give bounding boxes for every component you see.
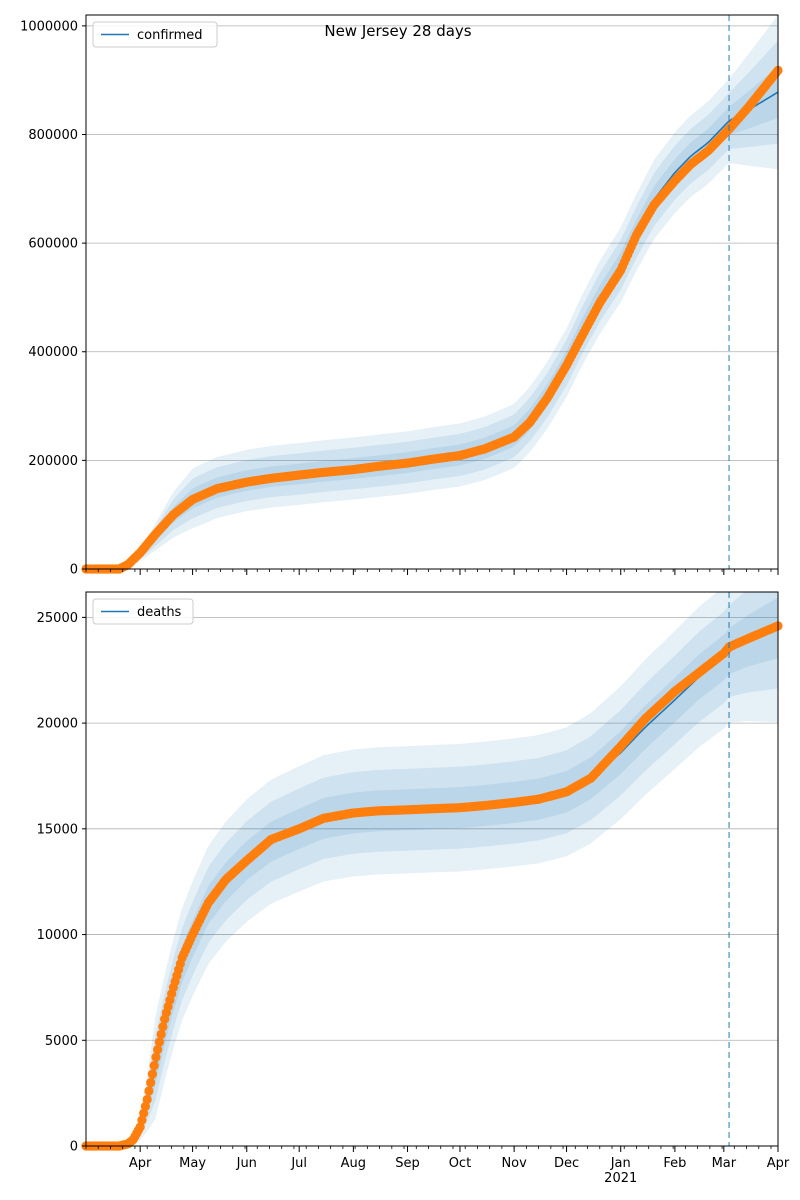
y-tick-label: 200000 bbox=[28, 454, 78, 469]
legend-box bbox=[92, 21, 218, 48]
y-tick-label: 25000 bbox=[37, 611, 78, 626]
observed-point bbox=[149, 1061, 159, 1071]
x-tick-label: Mar bbox=[712, 1156, 737, 1171]
observed-point bbox=[137, 1115, 147, 1125]
y-tick-label: 0 bbox=[70, 563, 78, 578]
x-tick-label: Nov bbox=[501, 1156, 527, 1171]
y-tick-label: 10000 bbox=[37, 928, 78, 943]
y-tick-label: 5000 bbox=[45, 1034, 78, 1049]
x-tick-label: Jun bbox=[236, 1156, 257, 1171]
x-tick-label: Apr bbox=[129, 1156, 152, 1171]
observed-points bbox=[81, 621, 783, 1151]
x-tick-label: Feb bbox=[663, 1156, 686, 1171]
legend-box bbox=[92, 598, 194, 625]
uncertainty-band-2 bbox=[86, 592, 778, 1146]
observed-point bbox=[144, 1086, 154, 1096]
legend-label: deaths bbox=[137, 605, 182, 620]
chart-title: New Jersey 28 days bbox=[324, 22, 471, 40]
y-tick-label: 800000 bbox=[28, 128, 78, 143]
x-tick-label: Apr bbox=[767, 1156, 790, 1171]
x-tick-label: Jul bbox=[290, 1156, 307, 1171]
x-tick-label: Dec bbox=[554, 1156, 579, 1171]
plot-frame bbox=[85, 14, 779, 570]
y-tick-label: 15000 bbox=[37, 822, 78, 837]
x-tick-label: Oct bbox=[449, 1156, 471, 1171]
observed-point bbox=[146, 1077, 156, 1088]
x-tick-label: Aug bbox=[341, 1156, 366, 1171]
plot-frame bbox=[85, 591, 779, 1147]
legend: confirmed bbox=[92, 21, 218, 48]
observed-point bbox=[147, 1069, 158, 1079]
x-year-label: 2021 bbox=[604, 1171, 637, 1186]
y-tick-label: 400000 bbox=[28, 345, 78, 360]
shared-x-axis: Apr May Jun Jul Aug Sep Oct Nov Dec Jan Feb Mar Apr 2… bbox=[129, 1156, 790, 1186]
legend: deaths bbox=[92, 598, 194, 625]
uncertainty-band-3 bbox=[86, 66, 778, 569]
y-tick-label: 1000000 bbox=[20, 19, 78, 34]
observed-point bbox=[139, 1108, 149, 1118]
uncertainty-band-3 bbox=[86, 597, 778, 1146]
y-tick-label: 600000 bbox=[28, 237, 78, 252]
y-tick-label: 20000 bbox=[37, 717, 78, 732]
observed-point bbox=[142, 1094, 152, 1105]
uncertainty-band-1 bbox=[86, 592, 778, 1146]
observed-point bbox=[153, 1044, 163, 1055]
observed-point bbox=[158, 1022, 168, 1032]
legend-label: confirmed bbox=[137, 28, 203, 43]
observed-point bbox=[140, 1101, 151, 1111]
x-tick-label: May bbox=[179, 1156, 206, 1171]
observed-point bbox=[135, 1122, 145, 1132]
observed-point bbox=[151, 1052, 161, 1062]
deaths-panel: 0 5000 10000 15000 20000 25000 deaths bbox=[37, 591, 783, 1155]
observed-point bbox=[156, 1029, 166, 1039]
observed-points bbox=[81, 65, 783, 574]
confirmed-panel: 0 200000 400000 600000 800000 1000000 confirme… bbox=[20, 14, 783, 578]
x-tick-label: Jan bbox=[610, 1156, 631, 1171]
observed-point bbox=[154, 1037, 164, 1047]
y-tick-label: 0 bbox=[70, 1140, 78, 1155]
x-tick-label: Sep bbox=[395, 1156, 420, 1171]
